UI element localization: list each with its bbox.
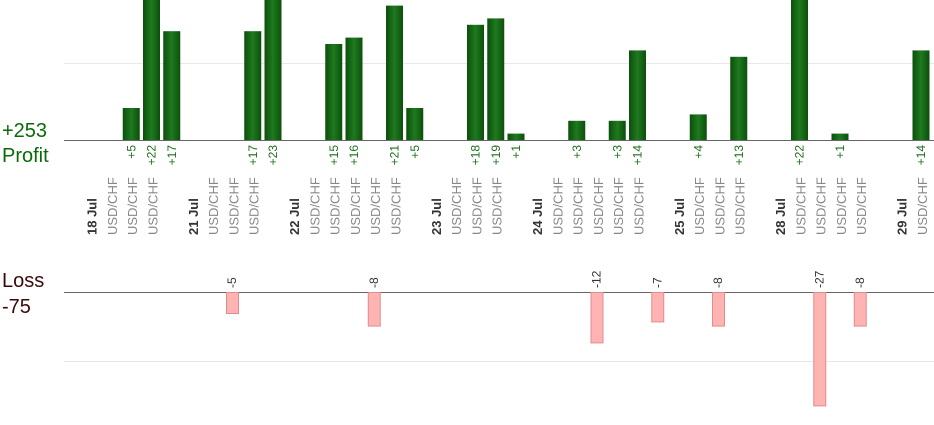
profit-bar bbox=[386, 5, 403, 140]
symbol-label: USD/CHF bbox=[834, 177, 849, 235]
symbol-label: USD/CHF bbox=[814, 177, 829, 235]
profit-bar bbox=[406, 108, 424, 140]
profit-bar bbox=[264, 0, 282, 140]
symbol-label: USD/CHF bbox=[328, 177, 343, 235]
symbol-label: USD/CHF bbox=[712, 177, 727, 235]
loss-value-label: -8 bbox=[367, 277, 381, 288]
profit-value-label: +23 bbox=[266, 145, 280, 166]
symbol-label: USD/CHF bbox=[206, 177, 221, 235]
profit-bar bbox=[467, 24, 484, 140]
loss-bar bbox=[651, 292, 665, 323]
symbol-label: USD/CHF bbox=[368, 177, 383, 235]
date-label: 18 Jul bbox=[85, 198, 100, 235]
symbol-label: USD/CHF bbox=[388, 177, 403, 235]
date-label: 25 Jul bbox=[672, 198, 687, 235]
symbol-label: USD/CHF bbox=[733, 177, 748, 235]
symbol-label: USD/CHF bbox=[611, 177, 626, 235]
loss-bar bbox=[226, 292, 239, 314]
profit-bar bbox=[791, 0, 808, 140]
date-label: 21 Jul bbox=[186, 198, 201, 235]
loss-value-label: -7 bbox=[650, 277, 664, 288]
profit-bar bbox=[831, 133, 849, 140]
profit-value-label: +18 bbox=[469, 145, 483, 166]
symbol-label: USD/CHF bbox=[490, 177, 505, 235]
profit-bar bbox=[912, 50, 930, 140]
loss-bar bbox=[712, 292, 725, 327]
loss-value-label: -12 bbox=[590, 270, 604, 288]
profit-bar bbox=[689, 114, 707, 140]
profit-bar bbox=[345, 37, 363, 140]
symbol-label: USD/CHF bbox=[854, 177, 869, 235]
symbol-label: USD/CHF bbox=[571, 177, 586, 235]
loss-value-label: -27 bbox=[812, 270, 826, 288]
profit-total: +253 bbox=[2, 120, 48, 142]
profit-value-label: +14 bbox=[631, 145, 645, 166]
profit-bar bbox=[629, 50, 646, 140]
symbol-label: USD/CHF bbox=[105, 177, 120, 235]
profit-bar bbox=[608, 120, 626, 140]
date-label: 28 Jul bbox=[773, 198, 788, 235]
loss-bar bbox=[367, 292, 381, 327]
profit-value-label: +22 bbox=[145, 145, 159, 166]
loss-total: -75 bbox=[2, 296, 31, 318]
symbol-label: USD/CHF bbox=[348, 177, 363, 235]
profit-bar bbox=[487, 18, 505, 140]
profit-value-label: +17 bbox=[246, 145, 260, 166]
profit-value-label: +16 bbox=[347, 145, 361, 166]
date-label: 24 Jul bbox=[530, 198, 545, 235]
profit-value-label: +3 bbox=[610, 145, 624, 159]
symbol-label: USD/CHF bbox=[226, 177, 241, 235]
loss-bar bbox=[813, 292, 827, 407]
loss-value-label: -5 bbox=[225, 277, 239, 288]
loss-bar bbox=[590, 292, 604, 344]
profit-value-label: +5 bbox=[124, 145, 138, 159]
profit-bar bbox=[244, 31, 262, 141]
profit-value-label: +14 bbox=[914, 145, 928, 166]
profit-value-label: +1 bbox=[833, 145, 847, 159]
profit-value-label: +1 bbox=[509, 145, 523, 159]
profit-value-label: +4 bbox=[691, 145, 705, 159]
profit-value-label: +21 bbox=[388, 145, 402, 166]
loss-bar bbox=[853, 292, 867, 327]
symbol-label: USD/CHF bbox=[915, 177, 930, 235]
profit-bar bbox=[143, 0, 160, 140]
profit-bar bbox=[730, 56, 748, 140]
symbol-label: USD/CHF bbox=[692, 177, 707, 235]
date-label: 22 Jul bbox=[287, 198, 302, 235]
symbol-label: USD/CHF bbox=[125, 177, 140, 235]
date-label: 23 Jul bbox=[429, 198, 444, 235]
loss-value-label: -8 bbox=[853, 277, 867, 288]
profit-value-label: +15 bbox=[327, 145, 341, 166]
profit-bar bbox=[507, 133, 525, 140]
profit-value-label: +3 bbox=[570, 145, 584, 159]
profit-value-label: +5 bbox=[408, 145, 422, 159]
symbol-label: USD/CHF bbox=[247, 177, 262, 235]
profit-bar bbox=[325, 44, 343, 140]
symbol-label: USD/CHF bbox=[591, 177, 606, 235]
profit-value-label: +13 bbox=[732, 145, 746, 166]
loss-label: Loss bbox=[2, 270, 45, 292]
profit-bar bbox=[163, 31, 181, 141]
symbol-label: USD/CHF bbox=[631, 177, 646, 235]
profit-value-label: +22 bbox=[793, 145, 807, 166]
symbol-label: USD/CHF bbox=[550, 177, 565, 235]
symbol-label: USD/CHF bbox=[469, 177, 484, 235]
symbol-label: USD/CHF bbox=[145, 177, 160, 235]
profit-label: Profit bbox=[2, 145, 49, 167]
profit-value-label: +17 bbox=[165, 145, 179, 166]
symbol-label: USD/CHF bbox=[793, 177, 808, 235]
profit-bar bbox=[568, 120, 586, 140]
profit-bar bbox=[122, 108, 140, 140]
symbol-label: USD/CHF bbox=[449, 177, 464, 235]
profit-value-label: +19 bbox=[489, 145, 503, 166]
loss-value-label: -8 bbox=[711, 277, 725, 288]
symbol-label: USD/CHF bbox=[307, 177, 322, 235]
date-label: 29 Jul bbox=[895, 198, 910, 235]
